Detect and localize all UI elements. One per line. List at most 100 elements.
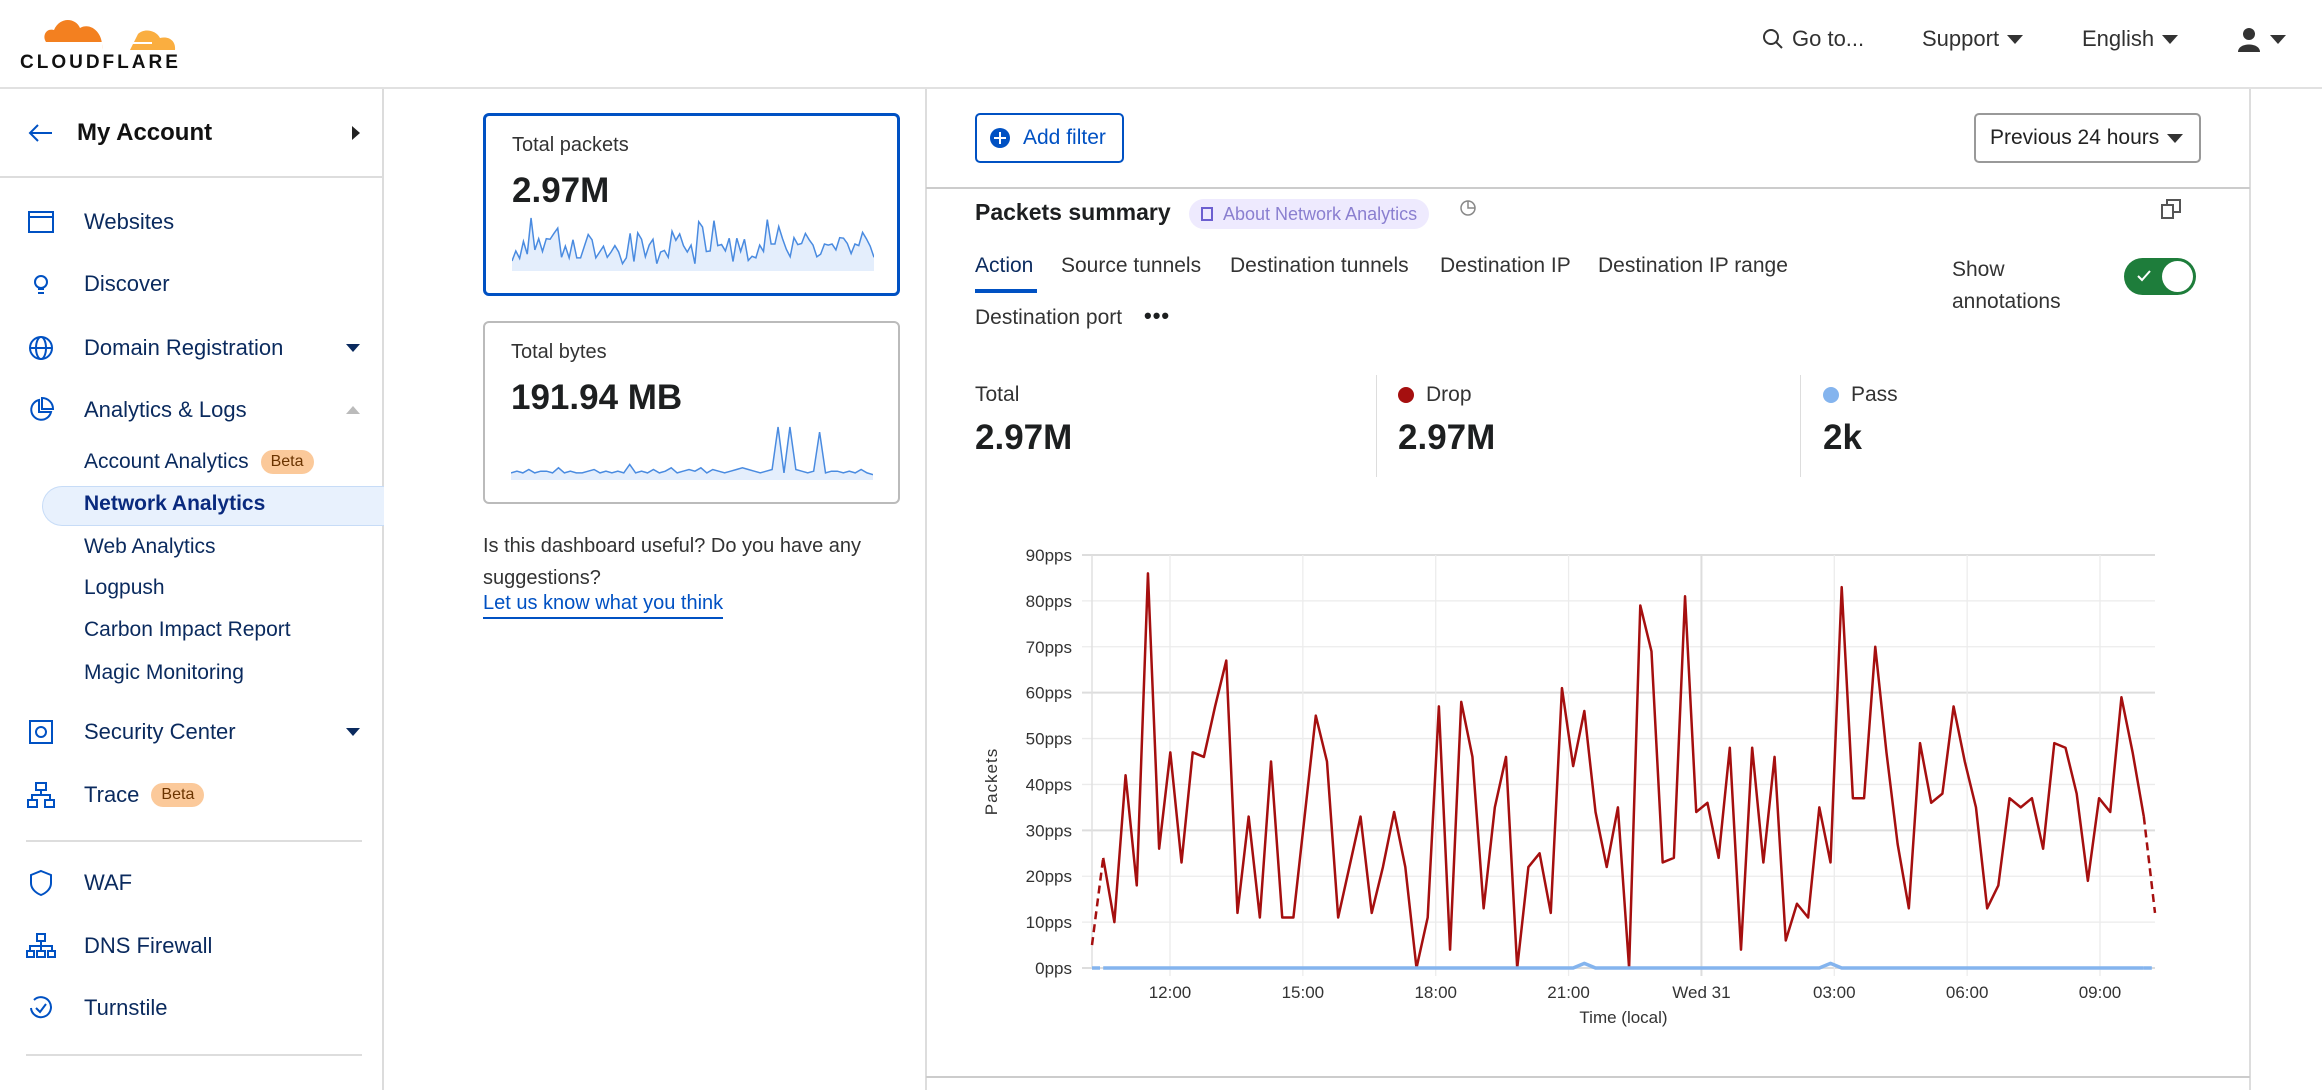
plus-circle-icon <box>990 128 1010 148</box>
x-axis-title: Time (local) <box>1579 1008 1667 1027</box>
caret-down-icon <box>346 344 360 352</box>
support-menu[interactable]: Support <box>1922 26 2024 52</box>
shield-gear-icon <box>26 717 56 747</box>
tab-destination-port[interactable]: Destination port <box>975 306 1123 329</box>
packets-chart: 0pps 10pps 20pps 30pps 40pps 50pps 60pps 70pps 8… <box>982 546 2157 1027</box>
total-packets-card[interactable]: Total packets 2.97M <box>483 113 900 296</box>
sidebar-subitem-logpush[interactable]: Logpush <box>84 576 165 600</box>
sidebar-subitem-web-analytics[interactable]: Web Analytics <box>84 535 216 559</box>
more-tabs-button[interactable]: ••• <box>1144 303 1171 328</box>
hierarchy-icon <box>26 780 56 810</box>
sidebar-subitem-network-analytics[interactable]: Network Analytics <box>84 492 265 516</box>
panel-bottom-divider <box>926 1076 2250 1078</box>
y-tick-label: 30pps <box>1026 821 1072 840</box>
label-text: Websites <box>84 209 175 234</box>
feedback-link[interactable]: Let us know what you think <box>483 592 724 619</box>
language-menu[interactable]: English <box>2082 26 2179 52</box>
sidebar-item-label: Domain Registration <box>84 335 283 361</box>
total-bytes-card[interactable]: Total bytes 191.94 MB <box>483 321 900 504</box>
globe-icon <box>26 333 56 363</box>
shield-icon <box>26 868 56 898</box>
time-range-value: Previous 24 hours <box>1990 126 2160 149</box>
x-tick-label: 18:00 <box>1414 983 1457 1002</box>
show-annotations-label: Show annotations <box>1952 258 2061 313</box>
logo-text: CLOUDFLARE <box>20 52 181 73</box>
sidebar-item-turnstile[interactable]: Turnstile <box>0 993 382 1023</box>
sidebar-item-label: Security Center <box>84 719 236 745</box>
tab-destination-ip-range[interactable]: Destination IP range <box>1598 254 1788 277</box>
legend-dot-pass <box>1823 387 1839 403</box>
y-axis-title: Packets <box>982 748 1001 815</box>
about-link[interactable]: About Network Analytics <box>1189 199 1430 229</box>
y-tick-label: 50pps <box>1026 730 1072 749</box>
goto-button[interactable]: Go to... <box>1762 26 1864 52</box>
sidebar-item-label: DNS Firewall <box>84 933 212 959</box>
label-text: Logpush <box>84 576 165 599</box>
lightbulb-icon <box>26 269 56 299</box>
label-text: Discover <box>84 271 170 296</box>
stat-label: Drop <box>1398 383 1472 407</box>
card-value: 191.94 MB <box>511 378 683 417</box>
network-icon <box>26 931 56 961</box>
label-text: DNS Firewall <box>84 933 213 958</box>
sidebar: My Account Websites Discover Domain Regist… <box>0 89 384 1090</box>
tab-action[interactable]: Action <box>975 254 1034 277</box>
sidebar-subitem-carbon-impact-report[interactable]: Carbon Impact Report <box>84 618 291 642</box>
timer-icon[interactable] <box>1458 198 1478 218</box>
sidebar-item-analytics-logs[interactable]: Analytics & Logs <box>0 395 382 425</box>
annotations-toggle[interactable] <box>2124 258 2196 295</box>
caret-down-icon <box>2270 34 2286 44</box>
sidebar-item-label: Discover <box>84 271 170 297</box>
packets-sparkline <box>512 217 874 271</box>
tab-destination-tunnels[interactable]: Destination tunnels <box>1230 254 1409 277</box>
expand-icon[interactable] <box>2160 198 2182 220</box>
add-filter-button[interactable]: Add filter <box>975 113 1124 163</box>
y-tick-label: 20pps <box>1026 867 1072 886</box>
y-tick-label: 10pps <box>1026 913 1072 932</box>
back-arrow-icon[interactable] <box>26 118 56 148</box>
pie-chart-icon <box>26 395 56 425</box>
series-pass-line <box>1103 961 2144 970</box>
sidebar-item-label: WAF <box>84 870 132 896</box>
sidebar-item-label: Trace Beta <box>84 782 205 808</box>
sidebar-item-dns-firewall[interactable]: DNS Firewall <box>0 931 382 961</box>
stat-divider <box>1800 375 1801 477</box>
label-text: WAF <box>84 870 133 895</box>
y-tick-label: 0pps <box>1035 959 1072 978</box>
stat-label: Pass <box>1823 383 1898 407</box>
beta-badge: Beta <box>151 783 205 807</box>
label-text: Magic Monitoring <box>84 661 244 684</box>
sidebar-subitem-account-analytics[interactable]: Account Analytics Beta <box>84 450 314 474</box>
tab-source-tunnels[interactable]: Source tunnels <box>1061 254 1202 277</box>
caret-up-icon <box>346 406 360 414</box>
account-switcher[interactable]: My Account <box>0 89 382 178</box>
feedback-text: Is this dashboard useful? Do you have an… <box>483 535 862 589</box>
toolbar-divider <box>926 187 2250 189</box>
x-tick-label: 03:00 <box>1813 983 1856 1002</box>
label-text: Analytics & Logs <box>84 397 247 422</box>
x-tick-label: 09:00 <box>2079 983 2122 1002</box>
y-tick-label: 60pps <box>1026 684 1072 703</box>
label-text: Domain Registration <box>84 335 284 360</box>
sidebar-subitem-magic-monitoring[interactable]: Magic Monitoring <box>84 661 244 685</box>
caret-down-icon <box>2162 34 2179 44</box>
user-menu[interactable] <box>2236 26 2286 52</box>
sidebar-item-discover[interactable]: Discover <box>0 269 382 299</box>
sidebar-item-security-center[interactable]: Security Center <box>0 717 382 747</box>
tab-destination-ip[interactable]: Destination IP <box>1440 254 1571 277</box>
turnstile-icon <box>26 993 56 1023</box>
x-tick-label: 12:00 <box>1149 983 1192 1002</box>
sidebar-divider <box>26 840 362 842</box>
section-title: Packets summary <box>975 199 1171 225</box>
sidebar-item-websites[interactable]: Websites <box>0 207 382 237</box>
cloudflare-logo[interactable]: CLOUDFLARE <box>20 10 180 73</box>
goto-label: Go to... <box>1792 26 1865 51</box>
language-label: English <box>2082 26 2155 51</box>
sidebar-item-domain-registration[interactable]: Domain Registration <box>0 333 382 363</box>
browser-window-icon <box>26 207 56 237</box>
time-range-select[interactable]: Previous 24 hours <box>1974 113 2201 163</box>
sidebar-item-trace[interactable]: Trace Beta <box>0 780 382 810</box>
y-tick-label: 80pps <box>1026 592 1072 611</box>
sidebar-item-waf[interactable]: WAF <box>0 868 382 898</box>
caret-down-icon <box>346 728 360 736</box>
